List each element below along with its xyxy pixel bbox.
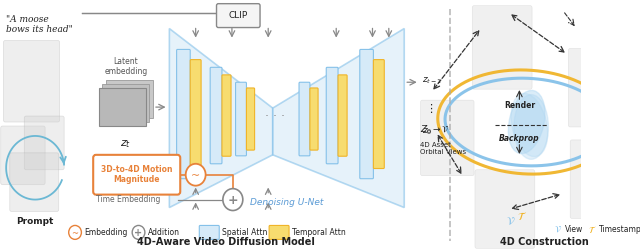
Text: Embedding: Embedding bbox=[84, 228, 127, 237]
Circle shape bbox=[132, 226, 145, 239]
Text: $\mathcal{T}$: $\mathcal{T}$ bbox=[517, 210, 527, 222]
FancyBboxPatch shape bbox=[570, 140, 627, 218]
Polygon shape bbox=[273, 28, 404, 208]
Polygon shape bbox=[99, 88, 146, 126]
Text: Timestamp: Timestamp bbox=[599, 225, 640, 234]
FancyBboxPatch shape bbox=[299, 82, 310, 156]
Text: "A moose
bows its head": "A moose bows its head" bbox=[6, 14, 73, 34]
FancyBboxPatch shape bbox=[190, 60, 201, 168]
Text: ~: ~ bbox=[72, 229, 79, 238]
FancyBboxPatch shape bbox=[420, 100, 474, 176]
FancyBboxPatch shape bbox=[177, 50, 190, 179]
FancyBboxPatch shape bbox=[24, 116, 64, 170]
Text: Render: Render bbox=[504, 101, 535, 110]
FancyBboxPatch shape bbox=[338, 75, 347, 156]
Text: 4D-Aware Video Diffusion Model: 4D-Aware Video Diffusion Model bbox=[137, 237, 314, 247]
Text: Denoising U-Net: Denoising U-Net bbox=[250, 198, 323, 206]
Text: Backprop: Backprop bbox=[499, 134, 540, 143]
FancyBboxPatch shape bbox=[93, 155, 180, 194]
Text: View: View bbox=[564, 225, 583, 234]
Text: $\mathcal{T}$: $\mathcal{T}$ bbox=[588, 224, 597, 235]
Text: +: + bbox=[134, 228, 143, 238]
Ellipse shape bbox=[514, 95, 548, 159]
FancyBboxPatch shape bbox=[472, 6, 532, 89]
Text: Prompt: Prompt bbox=[17, 218, 54, 226]
Text: Time Embedding: Time Embedding bbox=[96, 195, 160, 204]
Text: $z_t$: $z_t$ bbox=[120, 138, 131, 150]
Text: 3D-to-4D Motion
Magnitude: 3D-to-4D Motion Magnitude bbox=[101, 165, 172, 184]
Text: Spatial Attn: Spatial Attn bbox=[222, 228, 268, 237]
FancyBboxPatch shape bbox=[216, 4, 260, 28]
Text: Addition: Addition bbox=[148, 228, 180, 237]
Text: 4D Construction: 4D Construction bbox=[500, 237, 589, 247]
Text: $\vdots$: $\vdots$ bbox=[425, 102, 433, 114]
Text: CLIP: CLIP bbox=[228, 11, 248, 20]
Text: Temporal Attn: Temporal Attn bbox=[292, 228, 346, 237]
FancyBboxPatch shape bbox=[10, 153, 59, 212]
Circle shape bbox=[186, 164, 205, 186]
Circle shape bbox=[68, 226, 81, 239]
Circle shape bbox=[223, 189, 243, 210]
Text: $Z_0 \rightarrow \mathcal{V}$: $Z_0 \rightarrow \mathcal{V}$ bbox=[420, 124, 449, 136]
Polygon shape bbox=[102, 84, 149, 122]
FancyBboxPatch shape bbox=[199, 226, 220, 239]
Ellipse shape bbox=[511, 94, 548, 156]
FancyBboxPatch shape bbox=[360, 50, 373, 179]
FancyBboxPatch shape bbox=[222, 75, 231, 156]
Polygon shape bbox=[170, 28, 273, 208]
Text: · · ·: · · · bbox=[266, 110, 285, 122]
Text: ~: ~ bbox=[191, 171, 200, 181]
FancyBboxPatch shape bbox=[475, 170, 535, 248]
Text: $\mathcal{V}$: $\mathcal{V}$ bbox=[506, 216, 515, 228]
FancyBboxPatch shape bbox=[310, 88, 318, 150]
FancyBboxPatch shape bbox=[373, 60, 384, 168]
FancyBboxPatch shape bbox=[568, 48, 625, 127]
Text: Latent
embedding: Latent embedding bbox=[104, 57, 147, 76]
FancyBboxPatch shape bbox=[3, 40, 60, 122]
FancyBboxPatch shape bbox=[1, 126, 45, 185]
Ellipse shape bbox=[508, 90, 545, 154]
Text: 4D Asset
Orbital Views: 4D Asset Orbital Views bbox=[420, 142, 466, 155]
Text: $\mathcal{V}$: $\mathcal{V}$ bbox=[554, 224, 562, 234]
FancyBboxPatch shape bbox=[236, 82, 246, 156]
FancyBboxPatch shape bbox=[246, 88, 255, 150]
Text: $z_{t-1}$: $z_{t-1}$ bbox=[422, 75, 443, 86]
Polygon shape bbox=[106, 80, 153, 118]
FancyBboxPatch shape bbox=[269, 226, 289, 239]
Text: $z_0$: $z_0$ bbox=[422, 127, 433, 137]
FancyBboxPatch shape bbox=[210, 67, 222, 164]
FancyBboxPatch shape bbox=[326, 67, 338, 164]
Text: +: + bbox=[228, 194, 238, 207]
